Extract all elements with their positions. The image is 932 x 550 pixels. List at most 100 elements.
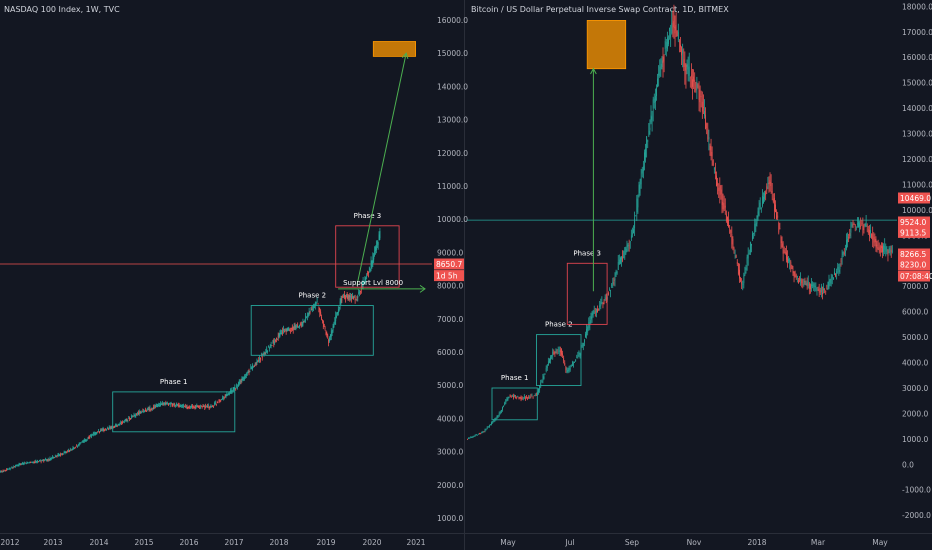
candle-body <box>844 250 846 253</box>
candle-body <box>238 382 239 387</box>
candle-body <box>811 284 812 286</box>
candle-body <box>7 469 9 470</box>
candle-body <box>486 427 488 429</box>
y-tick-label: 8000.0 <box>437 282 463 291</box>
candle-body <box>99 431 100 433</box>
support-arrow-head <box>419 284 426 293</box>
candle-body <box>6 469 8 471</box>
candle-body <box>596 308 597 313</box>
candle-body <box>13 466 15 468</box>
candle-body <box>129 418 131 419</box>
candle-body <box>603 301 605 304</box>
candle-body <box>77 445 79 447</box>
candle-body <box>123 421 125 423</box>
candle-body <box>653 98 655 103</box>
arrow-head <box>590 67 597 75</box>
candle-body <box>334 319 336 324</box>
projection-arrow <box>356 52 407 286</box>
candle-body <box>354 297 356 300</box>
candle-body <box>185 406 187 408</box>
candle-body <box>520 396 522 400</box>
candle-body <box>159 404 161 406</box>
candle-body <box>53 456 54 458</box>
y-tick-label: 11000.0 <box>437 182 468 191</box>
candle-body <box>744 271 746 275</box>
candle-body <box>103 430 105 431</box>
nasdaq-chart: 1000.0 2000.0 3000.0 4000.0 5000.0 6000.0 7000… <box>0 16 468 547</box>
candle-body <box>123 421 124 423</box>
candle-body <box>10 467 12 469</box>
candle-body <box>513 395 514 398</box>
candle-body <box>9 468 11 470</box>
candle-body <box>826 288 828 290</box>
candle-body <box>31 462 33 464</box>
candle-body <box>763 196 764 204</box>
candle-body <box>52 456 54 459</box>
candle-body <box>96 432 98 434</box>
candle-body <box>741 282 743 284</box>
candle-body <box>823 288 824 291</box>
candle-body <box>739 269 740 279</box>
candle-body <box>41 460 43 462</box>
candle-body <box>586 328 587 336</box>
candle-body <box>341 299 343 301</box>
candle-body <box>605 298 607 300</box>
candle-body <box>588 322 590 329</box>
candle-body <box>697 85 699 87</box>
candle-body <box>172 404 174 406</box>
y-tick-label: 14000.0 <box>437 82 468 91</box>
candle-body <box>11 467 13 469</box>
candle-body <box>585 334 586 338</box>
candle-body <box>495 418 497 420</box>
candle-body <box>787 256 788 263</box>
candle-body <box>828 281 830 288</box>
x-tick-label: 2015 <box>134 538 153 547</box>
candle-body <box>519 397 521 398</box>
candle-body <box>685 64 687 75</box>
candle-body <box>830 277 832 284</box>
candle-body <box>649 127 651 131</box>
candle-body <box>479 433 480 435</box>
candle-body <box>798 280 799 284</box>
candle-body <box>82 441 84 443</box>
candle-body <box>762 195 763 206</box>
candle-body <box>279 333 281 337</box>
candle-body <box>285 330 287 332</box>
candle-body <box>306 316 307 318</box>
candle-body <box>298 326 300 328</box>
candle-body <box>128 418 130 419</box>
candle-body <box>535 394 537 396</box>
candle-body <box>303 321 305 323</box>
candle-body <box>30 462 32 464</box>
candle-body <box>885 247 887 252</box>
candle-body <box>715 171 716 174</box>
candle-body <box>126 419 128 421</box>
candle-body <box>307 313 309 316</box>
candle-body <box>255 363 257 365</box>
candle-body <box>276 338 277 340</box>
candle-body <box>330 334 331 338</box>
candle-body <box>327 335 329 339</box>
candle-body <box>324 327 326 329</box>
candle-body <box>176 404 177 405</box>
candle-body <box>320 312 322 316</box>
candle-body <box>240 381 242 383</box>
candle-body <box>722 202 724 210</box>
candle-body <box>219 400 221 402</box>
candle-body <box>4 469 6 471</box>
candle-body <box>881 246 882 248</box>
price-badge-label: 9524.0 <box>900 218 926 227</box>
candle-body <box>93 432 95 434</box>
y-tick-label: 4000.0 <box>902 359 928 368</box>
candle-body <box>370 261 372 268</box>
candle-body <box>493 419 495 422</box>
y-tick-label: 1000.0 <box>902 435 928 444</box>
candle-body <box>511 395 513 396</box>
candle-body <box>757 211 759 218</box>
candle-body <box>514 395 515 397</box>
candle-body <box>27 462 29 464</box>
candle-body <box>472 436 474 438</box>
candle-body <box>318 307 320 311</box>
candle-body <box>39 460 40 461</box>
candle-body <box>102 429 104 431</box>
